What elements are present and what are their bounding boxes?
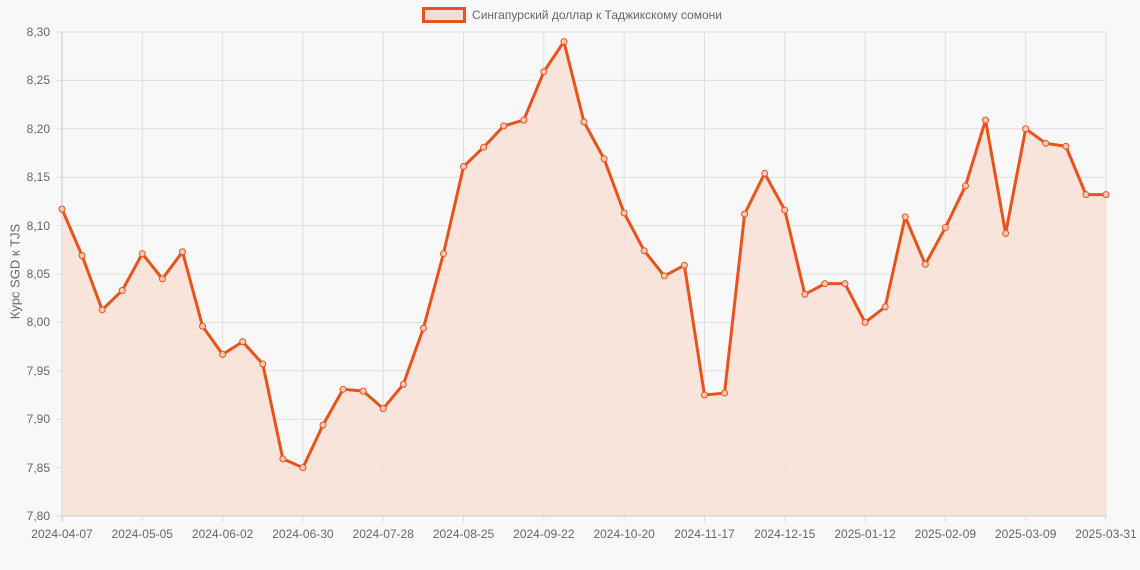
data-point[interactable] bbox=[741, 210, 749, 218]
x-tick-label: 2024-08-25 bbox=[432, 527, 495, 541]
x-tick-label: 2024-06-30 bbox=[272, 527, 334, 541]
data-point[interactable] bbox=[1062, 142, 1070, 150]
data-point[interactable] bbox=[158, 275, 166, 283]
data-point[interactable] bbox=[580, 118, 588, 126]
data-point[interactable] bbox=[721, 389, 729, 397]
data-point[interactable] bbox=[881, 303, 889, 311]
data-point[interactable] bbox=[861, 318, 869, 326]
data-point[interactable] bbox=[199, 322, 207, 330]
data-point[interactable] bbox=[419, 324, 427, 332]
x-tick-label: 2024-05-05 bbox=[111, 527, 173, 541]
data-point[interactable] bbox=[680, 261, 688, 269]
legend-label: Сингапурский доллар к Таджикскому сомони bbox=[472, 8, 722, 22]
y-tick-label: 7,85 bbox=[26, 460, 50, 475]
x-tick-label: 2024-04-07 bbox=[31, 527, 93, 541]
data-point[interactable] bbox=[178, 248, 186, 256]
data-point[interactable] bbox=[98, 306, 106, 314]
data-point[interactable] bbox=[761, 169, 769, 177]
y-tick-label: 8,05 bbox=[26, 267, 50, 281]
data-point[interactable] bbox=[1022, 125, 1030, 133]
data-point[interactable] bbox=[620, 209, 628, 217]
data-point[interactable] bbox=[660, 272, 668, 280]
area-fill bbox=[62, 41, 1106, 517]
data-point[interactable] bbox=[700, 391, 708, 399]
data-point[interactable] bbox=[600, 155, 608, 163]
data-point[interactable] bbox=[520, 116, 528, 124]
data-point[interactable] bbox=[219, 350, 227, 358]
data-point[interactable] bbox=[339, 385, 347, 393]
y-tick-label: 8,25 bbox=[26, 73, 50, 88]
data-point[interactable] bbox=[439, 250, 447, 258]
data-point[interactable] bbox=[138, 250, 146, 258]
data-point[interactable] bbox=[1102, 191, 1110, 199]
data-point[interactable] bbox=[941, 224, 949, 232]
y-tick-label: 8,15 bbox=[26, 170, 50, 185]
data-point[interactable] bbox=[921, 260, 929, 268]
data-point[interactable] bbox=[841, 280, 849, 288]
x-tick-label: 2024-11-17 bbox=[674, 527, 735, 541]
data-point[interactable] bbox=[359, 387, 367, 395]
data-point[interactable] bbox=[1082, 191, 1090, 199]
data-point[interactable] bbox=[78, 252, 86, 260]
x-tick-label: 2025-03-09 bbox=[994, 527, 1057, 541]
data-point[interactable] bbox=[299, 464, 307, 472]
x-tick-label: 2024-10-20 bbox=[593, 527, 655, 541]
chart-legend[interactable]: Сингапурский доллар к Таджикскому сомони bbox=[0, 7, 1140, 23]
data-point[interactable] bbox=[239, 338, 247, 346]
data-point[interactable] bbox=[781, 206, 789, 214]
data-point[interactable] bbox=[640, 247, 648, 255]
data-point[interactable] bbox=[118, 286, 126, 294]
y-tick-label: 7,90 bbox=[26, 412, 50, 427]
data-point[interactable] bbox=[961, 182, 969, 190]
data-point[interactable] bbox=[1042, 139, 1050, 147]
y-tick-label: 8,10 bbox=[26, 218, 50, 233]
x-tick-label: 2024-09-22 bbox=[513, 527, 575, 541]
x-tick-label: 2025-02-09 bbox=[914, 527, 977, 541]
legend-swatch-icon bbox=[422, 7, 467, 23]
data-point[interactable] bbox=[500, 122, 508, 130]
x-tick-label: 2024-12-15 bbox=[754, 527, 816, 541]
data-point[interactable] bbox=[982, 116, 990, 124]
data-point[interactable] bbox=[801, 290, 809, 298]
data-point[interactable] bbox=[259, 360, 267, 368]
y-tick-label: 7,95 bbox=[26, 363, 50, 378]
data-point[interactable] bbox=[901, 213, 909, 221]
data-point[interactable] bbox=[58, 205, 66, 213]
data-point[interactable] bbox=[540, 68, 548, 76]
y-tick-label: 8,20 bbox=[26, 121, 50, 136]
x-tick-label: 2025-03-31 bbox=[1075, 527, 1137, 541]
data-point[interactable] bbox=[1002, 229, 1010, 237]
x-tick-label: 2024-07-28 bbox=[352, 527, 414, 541]
y-tick-label: 8,30 bbox=[26, 25, 50, 39]
x-tick-label: 2024-06-02 bbox=[191, 527, 254, 541]
data-point[interactable] bbox=[379, 405, 387, 413]
y-tick-label: 7,80 bbox=[26, 509, 50, 523]
data-point[interactable] bbox=[821, 280, 829, 288]
data-point[interactable] bbox=[319, 421, 327, 429]
data-point[interactable] bbox=[279, 455, 287, 463]
x-tick-label: 2025-01-12 bbox=[834, 527, 896, 541]
data-point[interactable] bbox=[399, 380, 407, 388]
y-tick-label: 8,00 bbox=[26, 315, 50, 330]
data-point[interactable] bbox=[460, 163, 468, 171]
data-point[interactable] bbox=[560, 38, 568, 46]
data-point[interactable] bbox=[480, 143, 488, 151]
